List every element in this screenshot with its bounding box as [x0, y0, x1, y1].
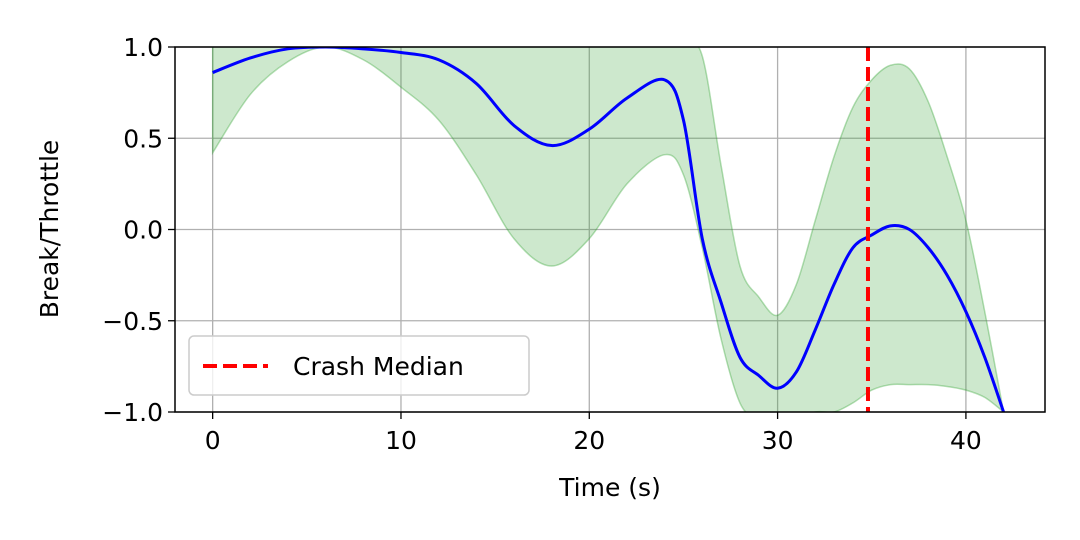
median-line-layer	[212, 47, 1005, 412]
y-axis: 1.0 0.5 0.0 −0.5 −1.0	[102, 33, 175, 427]
legend-box	[188, 335, 530, 396]
x-axis: 0 10 20 30 40	[205, 412, 982, 455]
y-tick-label: −1.0	[102, 398, 163, 427]
x-tick-label: 10	[385, 426, 417, 455]
y-tick-label: 0.5	[123, 124, 163, 153]
x-axis-title: Time (s)	[558, 473, 661, 502]
legend-crash-label: Crash Median	[293, 352, 464, 381]
y-tick-label: 1.0	[123, 33, 163, 62]
y-tick-label: 0.0	[123, 216, 163, 245]
y-tick-label: −0.5	[102, 307, 163, 336]
x-tick-label: 0	[205, 426, 221, 455]
median-line	[212, 47, 1005, 412]
x-tick-label: 20	[573, 426, 605, 455]
legend: Crash Median	[188, 335, 530, 396]
x-tick-label: 30	[762, 426, 794, 455]
x-tick-label: 40	[950, 426, 982, 455]
y-axis-title: Break/Throttle	[35, 140, 64, 319]
